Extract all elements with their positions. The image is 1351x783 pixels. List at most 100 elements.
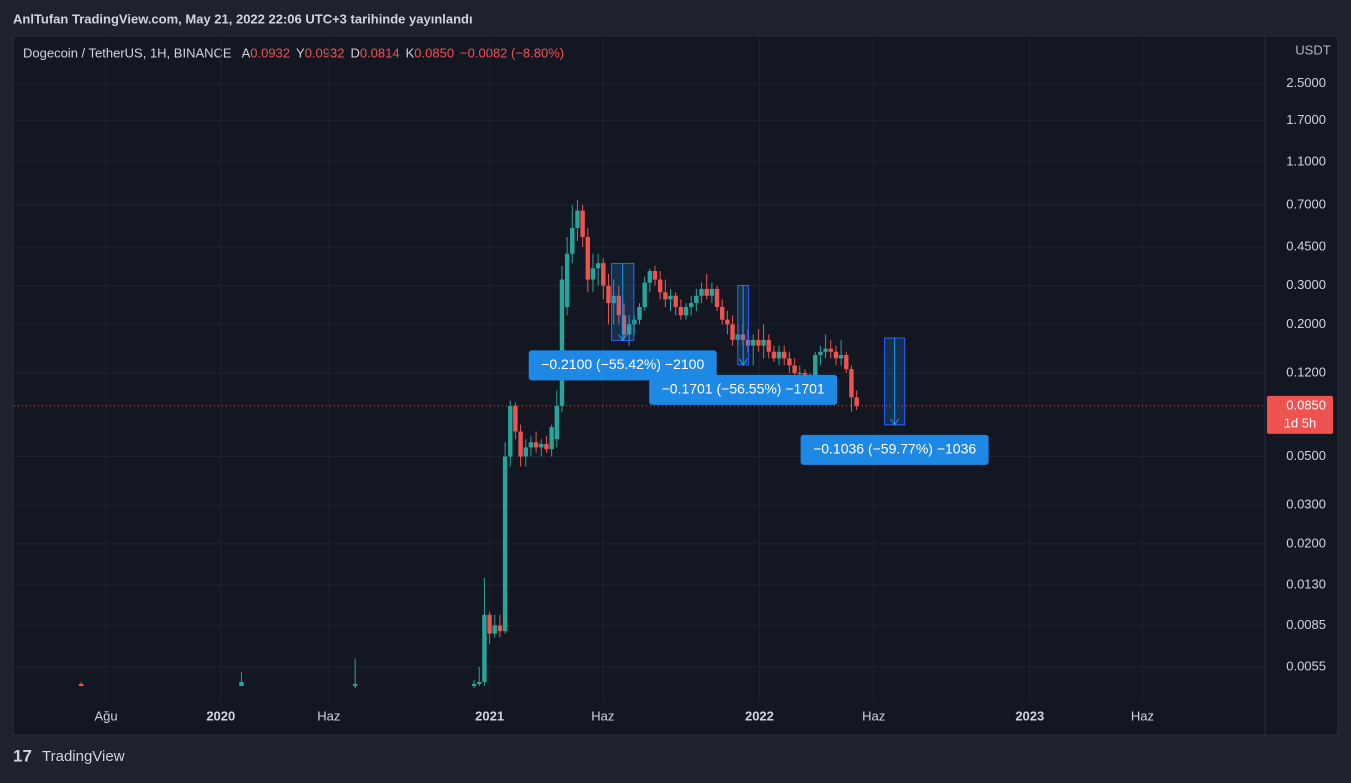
ohlc-key: D [350,45,359,60]
y-tick-label: 1.7000 [1286,112,1326,127]
candle-body [590,268,596,280]
y-tick-label: 1.1000 [1286,153,1326,168]
candle-body [854,397,859,406]
candle-body [668,295,673,300]
candle-body [797,373,802,375]
candle-body [528,442,534,448]
ohlc-value: 0.0850 [414,45,454,60]
measure-label: −0.2100 (−55.42%) −2100 [541,356,704,372]
candle-body [694,295,699,304]
ohlc-key: A [242,45,251,60]
y-tick-label: 2.5000 [1286,75,1326,90]
x-tick-label: Haz [591,708,614,723]
candle-body [518,431,523,457]
y-tick-label: 0.0200 [1286,535,1326,550]
y-tick-label: 0.7000 [1286,196,1326,211]
candle-body [239,681,244,687]
candle-body [642,282,647,307]
candle-body [533,442,539,448]
measure-label: −0.1036 (−59.77%) −1036 [813,441,976,457]
price-unit: USDT [1295,42,1330,57]
candle-body [683,306,689,316]
candle-body [559,279,565,406]
candle-body [513,405,518,432]
x-tick-label: 2020 [206,708,235,723]
candle-body [626,324,632,335]
y-tick-label: 0.1200 [1286,365,1326,380]
candle-body [352,683,358,687]
candle-body [813,355,818,378]
candle-body [580,210,585,238]
candle-body [678,306,684,316]
y-tick-label: 0.0130 [1286,576,1326,591]
last-price-tag [1267,395,1333,434]
candle-body [523,447,528,457]
candle-body [833,351,839,359]
measure-label: −0.1701 (−56.55%) −1701 [662,381,825,397]
candle-body [471,683,477,687]
ohlc-key: Y [296,45,305,60]
candle-body [611,295,616,304]
candle-body [502,456,508,632]
candle-body [709,288,715,296]
y-tick-label: 0.0085 [1286,617,1326,632]
candle-body [818,351,823,356]
countdown: 1d 5h [1284,415,1317,430]
candle-body [787,358,792,366]
candle-body [549,427,554,450]
y-tick-label: 0.4500 [1286,239,1326,254]
y-tick-label: 0.3000 [1286,277,1326,292]
candle-body [575,210,580,228]
candle-body [632,319,637,325]
candle-body [720,306,725,320]
candle-body [756,339,761,346]
candle-body [497,625,503,632]
measure-label-bg [528,350,717,381]
candle-body [776,351,782,359]
measure-label-bg [800,434,989,465]
candle-body [844,355,849,370]
candle-body [616,295,622,316]
x-tick-label: Haz [1131,708,1154,723]
y-tick-label: 0.0300 [1286,497,1326,512]
candle-body [730,324,735,340]
x-tick-label: 2022 [745,708,774,723]
measure-arrowhead [890,418,900,426]
candle-body [771,351,777,359]
candle-body [637,306,642,320]
candle-body [714,288,720,307]
symbol-header: Dogecoin / TetherUS, 1H, BINANCE A 0.0932 Y… [23,45,564,60]
ohlc-value: 0.0814 [360,45,400,60]
candle-body [751,339,756,346]
candle-body [585,237,591,280]
candle-body [554,405,559,440]
candle-body [544,444,549,450]
ohlc-value: 0.0932 [305,45,345,60]
ohlc-key: K [406,45,415,60]
y-tick-label: 0.0500 [1286,448,1326,463]
candle-body [766,339,771,352]
candle-body [761,339,766,346]
candle-body [673,295,678,307]
candle-body [688,303,694,307]
candle-body [477,681,482,684]
candle-body [823,348,828,352]
ohlc-value: 0.0932 [250,45,290,60]
x-tick-label: Ağu [94,708,117,723]
candle-body [539,444,544,448]
x-tick-label: 2023 [1015,708,1044,723]
measure-arrowhead [618,334,628,342]
x-tick-label: Haz [317,708,340,723]
candle-body [838,355,844,359]
candle-body [564,253,570,307]
candle-body [657,279,663,293]
brand: TradingView [42,748,125,765]
logo-mark: 17 [13,746,32,765]
candle-body [606,285,611,304]
candle-body [601,263,606,286]
last-price-label: 0.0850 [1286,397,1326,412]
candle-body [652,271,658,280]
y-tick-label: 0.0055 [1286,658,1326,673]
published-note: AnlTufan TradingView.com, May 21, 2022 2… [13,11,473,26]
